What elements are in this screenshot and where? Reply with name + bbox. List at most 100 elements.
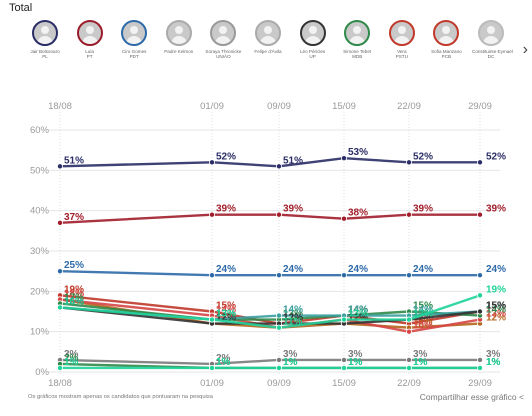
candidate-item[interactable]: Jair Bolsonaro PL [26,20,64,60]
data-point [476,356,483,363]
avatar [76,20,103,46]
x-tick-label-top: 15/09 [332,101,356,112]
data-label: 15% [486,301,506,312]
candidate-name: Lula [85,49,94,54]
avatar [210,20,237,46]
data-point [208,159,215,166]
data-label: 14% [413,305,433,316]
candidate-party: UNIÃO [216,54,231,60]
x-tick-label-top: 22/09 [397,101,421,112]
data-label: 24% [216,264,236,275]
chart-footnote: Os gráficos mostram apenas os candidatos… [28,394,213,400]
data-point [340,155,347,162]
avatar [32,20,58,46]
data-label: 1% [216,357,231,368]
data-point [275,163,282,170]
data-point [476,308,483,315]
series-line [59,294,481,325]
candidate-item[interactable]: Lula PT [71,20,109,60]
y-tick-label: 30% [30,246,50,257]
data-label: 37% [64,212,84,223]
data-point [340,316,347,323]
candidate-item[interactable]: Sofia Manzano PCB [427,20,465,60]
data-point [208,211,215,218]
series-line [59,298,481,329]
candidate-item[interactable]: Padre Kelmon [160,20,198,54]
data-label: 15% [486,301,506,312]
candidate-item[interactable]: Ciro Gomes PDT [115,20,153,60]
data-point [275,312,282,319]
data-label: 24% [283,264,303,275]
candidate-party: PCB [441,54,452,60]
data-label: 39% [283,204,303,215]
y-tick-label: 40% [30,206,50,217]
y-tick-label: 10% [30,327,50,338]
x-tick-label: 09/09 [267,378,291,389]
avatar [433,20,460,46]
data-label: 3% [413,349,428,360]
data-label: 1% [486,357,501,368]
x-tick-label: 01/09 [200,378,224,389]
data-label: 15% [486,301,506,312]
chart-title: Total [9,2,33,14]
candidate-item[interactable]: Simone Tebet MDB [338,20,376,60]
avatar [299,20,326,46]
candidate-party: MDB [352,54,363,60]
data-label: 11% [413,317,433,328]
data-label: 13% [216,309,236,320]
data-label: 16% [64,296,84,307]
data-point [57,219,64,226]
y-tick-label: 60% [30,125,50,136]
data-point [275,211,282,218]
data-label: 24% [486,264,506,275]
data-label: 1% [486,357,501,368]
data-label: 11% [283,317,303,328]
data-point [275,324,282,331]
data-label: 1% [348,357,363,368]
data-label: 13% [413,309,433,320]
candidate-item[interactable]: Léo Péricles UP [294,20,332,60]
data-point [405,211,412,218]
share-button[interactable]: Compartilhar esse gráfico < [420,392,524,402]
candidate-party: PDT [129,54,139,60]
candidate-item[interactable]: Felipe d'Ávila [249,20,287,54]
data-label: 38% [348,208,368,219]
data-label: 19% [486,284,506,295]
x-tick-label-top: 09/09 [267,101,291,112]
series-line [59,294,481,329]
data-point [208,316,215,323]
data-label: 18% [64,288,84,299]
data-label: 52% [216,151,236,162]
candidate-party: UP [309,54,316,60]
data-label: 3% [283,349,298,360]
data-point [405,316,412,323]
candidate-item[interactable]: Soraya Thronicke UNIÃO [204,20,242,60]
chevron-right-icon[interactable]: › [522,41,528,58]
data-point [405,272,412,279]
data-label: 14% [348,305,368,316]
data-label: 1% [413,357,428,368]
data-point [476,211,483,218]
data-point [340,356,347,363]
data-point [476,159,483,166]
data-label: 52% [486,151,506,162]
data-label: 51% [283,155,303,166]
data-label: 14% [486,305,506,316]
data-point [208,272,215,279]
data-label: 12% [486,313,506,324]
data-label: 24% [413,264,433,275]
series-line [59,157,480,168]
candidate-name: Jair Bolsonaro [30,49,60,54]
candidate-item[interactable]: Vera PSTU [383,20,421,60]
candidate-party: PT [86,54,93,60]
data-label: 51% [64,155,84,166]
data-label: 39% [413,204,433,215]
data-label: 14% [216,305,236,316]
data-label: 14% [348,305,368,316]
candidate-item[interactable]: Constituinte Eymael DC [472,20,513,60]
data-label: 3% [486,349,501,360]
data-label: 13% [348,309,368,320]
data-label: 11% [283,317,303,328]
candidate-name: Soraya Thronicke [205,49,242,54]
data-point [340,272,347,279]
